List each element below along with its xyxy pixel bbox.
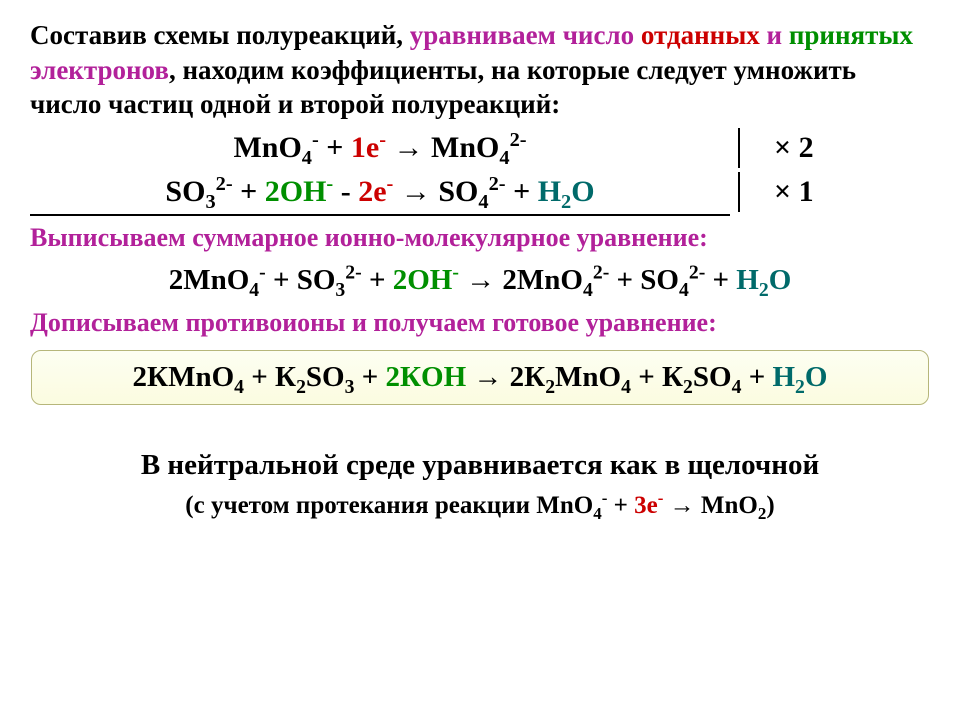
op: +: [607, 492, 634, 519]
neutral-medium-note: (с учетом протекания реакции MnO4- + 3e-…: [30, 492, 930, 520]
chem: MnO: [701, 492, 758, 519]
half-reaction-2: SO32- + 2OH- - 2e- → SO42- + H2O × 1: [30, 172, 930, 212]
sub: 3: [345, 375, 355, 397]
op: +: [705, 264, 736, 296]
mult-value: 2: [791, 131, 814, 164]
chem: 2КMnO: [133, 361, 235, 393]
sup: 2-: [489, 173, 506, 195]
chem: H: [772, 361, 795, 393]
intro-seg: Составив схемы полуреакций,: [30, 20, 410, 50]
neutral-medium-statement: В нейтральной среде уравнивается как в щ…: [30, 449, 930, 482]
sub: 3: [335, 279, 345, 301]
arrow: →: [386, 131, 431, 164]
sub: 4: [249, 279, 259, 301]
ionic-heading: Выписываем суммарное ионно-молекулярное …: [30, 222, 930, 255]
mult-value: 1: [791, 175, 814, 208]
chem: 2КOH: [386, 361, 467, 393]
sub: 2: [795, 375, 805, 397]
sub: 4: [593, 504, 602, 523]
sub: 3: [205, 191, 215, 213]
chem: + SO: [609, 264, 679, 296]
op: +: [354, 361, 385, 393]
half1-equation: MnO4- + 1e- → MnO42-: [30, 131, 730, 165]
note-seg: ): [766, 492, 774, 519]
arrow: →: [466, 361, 510, 393]
intro-seg: электронов: [30, 55, 169, 85]
sup: -: [312, 129, 319, 151]
sub: 4: [732, 375, 742, 397]
intro-seg: принятых: [789, 20, 913, 50]
arrow: →: [459, 264, 503, 296]
chem: 2OH: [265, 175, 327, 208]
times-icon: ×: [774, 131, 791, 164]
sub: 4: [499, 147, 509, 169]
chem: 2MnO: [169, 264, 250, 296]
op: +: [319, 131, 351, 164]
arrow: →: [393, 175, 438, 208]
chem: SO: [438, 175, 478, 208]
intro-seg: и: [760, 20, 789, 50]
op: +: [362, 264, 393, 296]
vertical-bar: [730, 128, 748, 168]
intro-text: Составив схемы полуреакций, уравниваем ч…: [30, 18, 930, 122]
chem: + К: [631, 361, 683, 393]
sub: 2: [759, 279, 769, 301]
chem: H: [736, 264, 759, 296]
chem: 2К: [510, 361, 546, 393]
sup: 2-: [593, 261, 609, 283]
sup: 2-: [689, 261, 705, 283]
chem: MnO: [233, 131, 301, 164]
sub: 2: [683, 375, 693, 397]
sub: 4: [621, 375, 631, 397]
intro-seg: отданных: [641, 20, 760, 50]
sup: 2-: [216, 173, 233, 195]
chem: MnO: [431, 131, 499, 164]
note-seg: (с учетом протекания реакции MnO: [185, 492, 593, 519]
chem: O: [805, 361, 828, 393]
sub: 4: [302, 147, 312, 169]
chem: O: [571, 175, 594, 208]
chem: SO: [165, 175, 205, 208]
multiplier-1: × 2: [748, 131, 814, 165]
op: +: [741, 361, 772, 393]
chemistry-slide: Составив схемы полуреакций, уравниваем ч…: [0, 0, 960, 720]
ionic-equation: 2MnO4- + SO32- + 2OH- → 2MnO42- + SO42- …: [30, 264, 930, 297]
half-reactions-underline: [30, 214, 730, 216]
half2-equation: SO32- + 2OH- - 2e- → SO42- + H2O: [30, 175, 730, 209]
sub: 4: [679, 279, 689, 301]
chem: SO: [693, 361, 732, 393]
final-equation-box: 2КMnO4 + К2SO3 + 2КOH → 2К2MnO4 + К2SO4 …: [31, 350, 929, 405]
sub: 2: [545, 375, 555, 397]
sup: -: [379, 129, 386, 151]
chem: + К: [244, 361, 296, 393]
half-reactions: MnO4- + 1e- → MnO42- × 2 SO32- + 2OH- - …: [30, 128, 930, 216]
sup: 2-: [345, 261, 361, 283]
counterions-heading: Дописываем противоионы и получаем готово…: [30, 307, 930, 340]
chem: 2MnO: [502, 264, 583, 296]
chem: + SO: [266, 264, 336, 296]
chem: 2OH: [393, 264, 453, 296]
op: +: [233, 175, 265, 208]
chem: O: [769, 264, 792, 296]
times-icon: ×: [774, 175, 791, 208]
sub: 4: [583, 279, 593, 301]
electrons: 1e: [351, 131, 379, 164]
multiplier-2: × 1: [748, 175, 814, 209]
op: +: [506, 175, 538, 208]
arrow: →: [663, 492, 701, 519]
half-reaction-1: MnO4- + 1e- → MnO42- × 2: [30, 128, 930, 168]
chem: H: [538, 175, 561, 208]
sub: 2: [296, 375, 306, 397]
vertical-bar: [730, 172, 748, 212]
op: -: [333, 175, 358, 208]
chem: MnO: [555, 361, 621, 393]
electrons: 2e: [358, 175, 386, 208]
electrons: 3e: [634, 492, 658, 519]
sub: 4: [234, 375, 244, 397]
sup: 2-: [510, 129, 527, 151]
intro-seg: уравниваем число: [410, 20, 641, 50]
sub: 2: [561, 191, 571, 213]
chem: SO: [306, 361, 345, 393]
sub: 4: [478, 191, 488, 213]
